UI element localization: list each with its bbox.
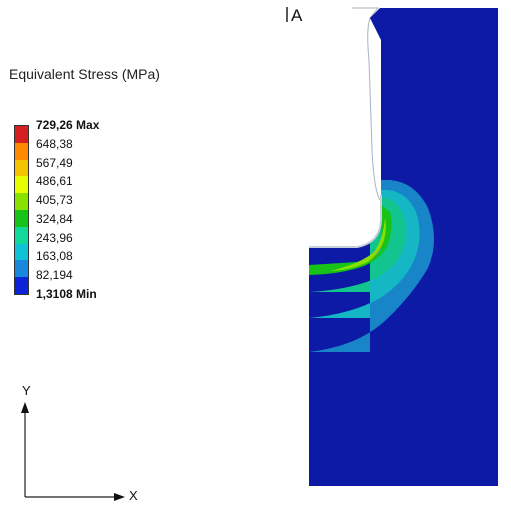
legend-swatch <box>15 226 28 244</box>
legend-swatch <box>15 193 28 210</box>
legend-value-label: 486,61 <box>36 174 73 189</box>
probe-label-a: A <box>286 6 303 26</box>
legend-value-label: 82,194 <box>36 268 73 283</box>
legend-swatch <box>15 142 28 160</box>
stress-legend: 729,26 Max 648,38 567,49 486,61 405,73 324,84… <box>14 119 174 309</box>
legend-value-label: 324,84 <box>36 211 73 226</box>
probe-label-text: A <box>291 6 303 25</box>
legend-value-label: 243,96 <box>36 230 73 245</box>
triad-arrows-icon <box>21 402 125 501</box>
legend-value-label: 567,49 <box>36 155 73 170</box>
x-axis-label: X <box>129 488 138 503</box>
legend-swatch <box>15 176 28 194</box>
legend-swatch <box>15 159 28 177</box>
legend-value-label: 648,38 <box>36 136 73 151</box>
y-axis-label: Y <box>22 383 31 398</box>
probe-pointer-icon <box>286 7 288 22</box>
legend-swatch <box>15 260 28 278</box>
legend-color-bar <box>14 125 29 295</box>
coordinate-triad: Y X <box>14 380 154 505</box>
legend-value-label: 729,26 Max <box>36 118 100 132</box>
stress-band-4 <box>309 205 392 275</box>
legend-swatch <box>15 126 28 143</box>
legend-value-label: 1,3108 Min <box>36 286 97 301</box>
stress-band-5 <box>330 218 386 271</box>
legend-title: Equivalent Stress (MPa) <box>9 66 160 82</box>
legend-swatch <box>15 209 28 227</box>
legend-swatch <box>15 243 28 261</box>
fillet-edge-highlight <box>309 195 382 248</box>
legend-labels: 729,26 Max 648,38 567,49 486,61 405,73 324,84… <box>36 119 176 301</box>
model-outline-top <box>352 7 381 201</box>
legend-value-label: 405,73 <box>36 193 73 208</box>
legend-value-label: 163,08 <box>36 249 73 264</box>
legend-swatch <box>15 277 28 294</box>
